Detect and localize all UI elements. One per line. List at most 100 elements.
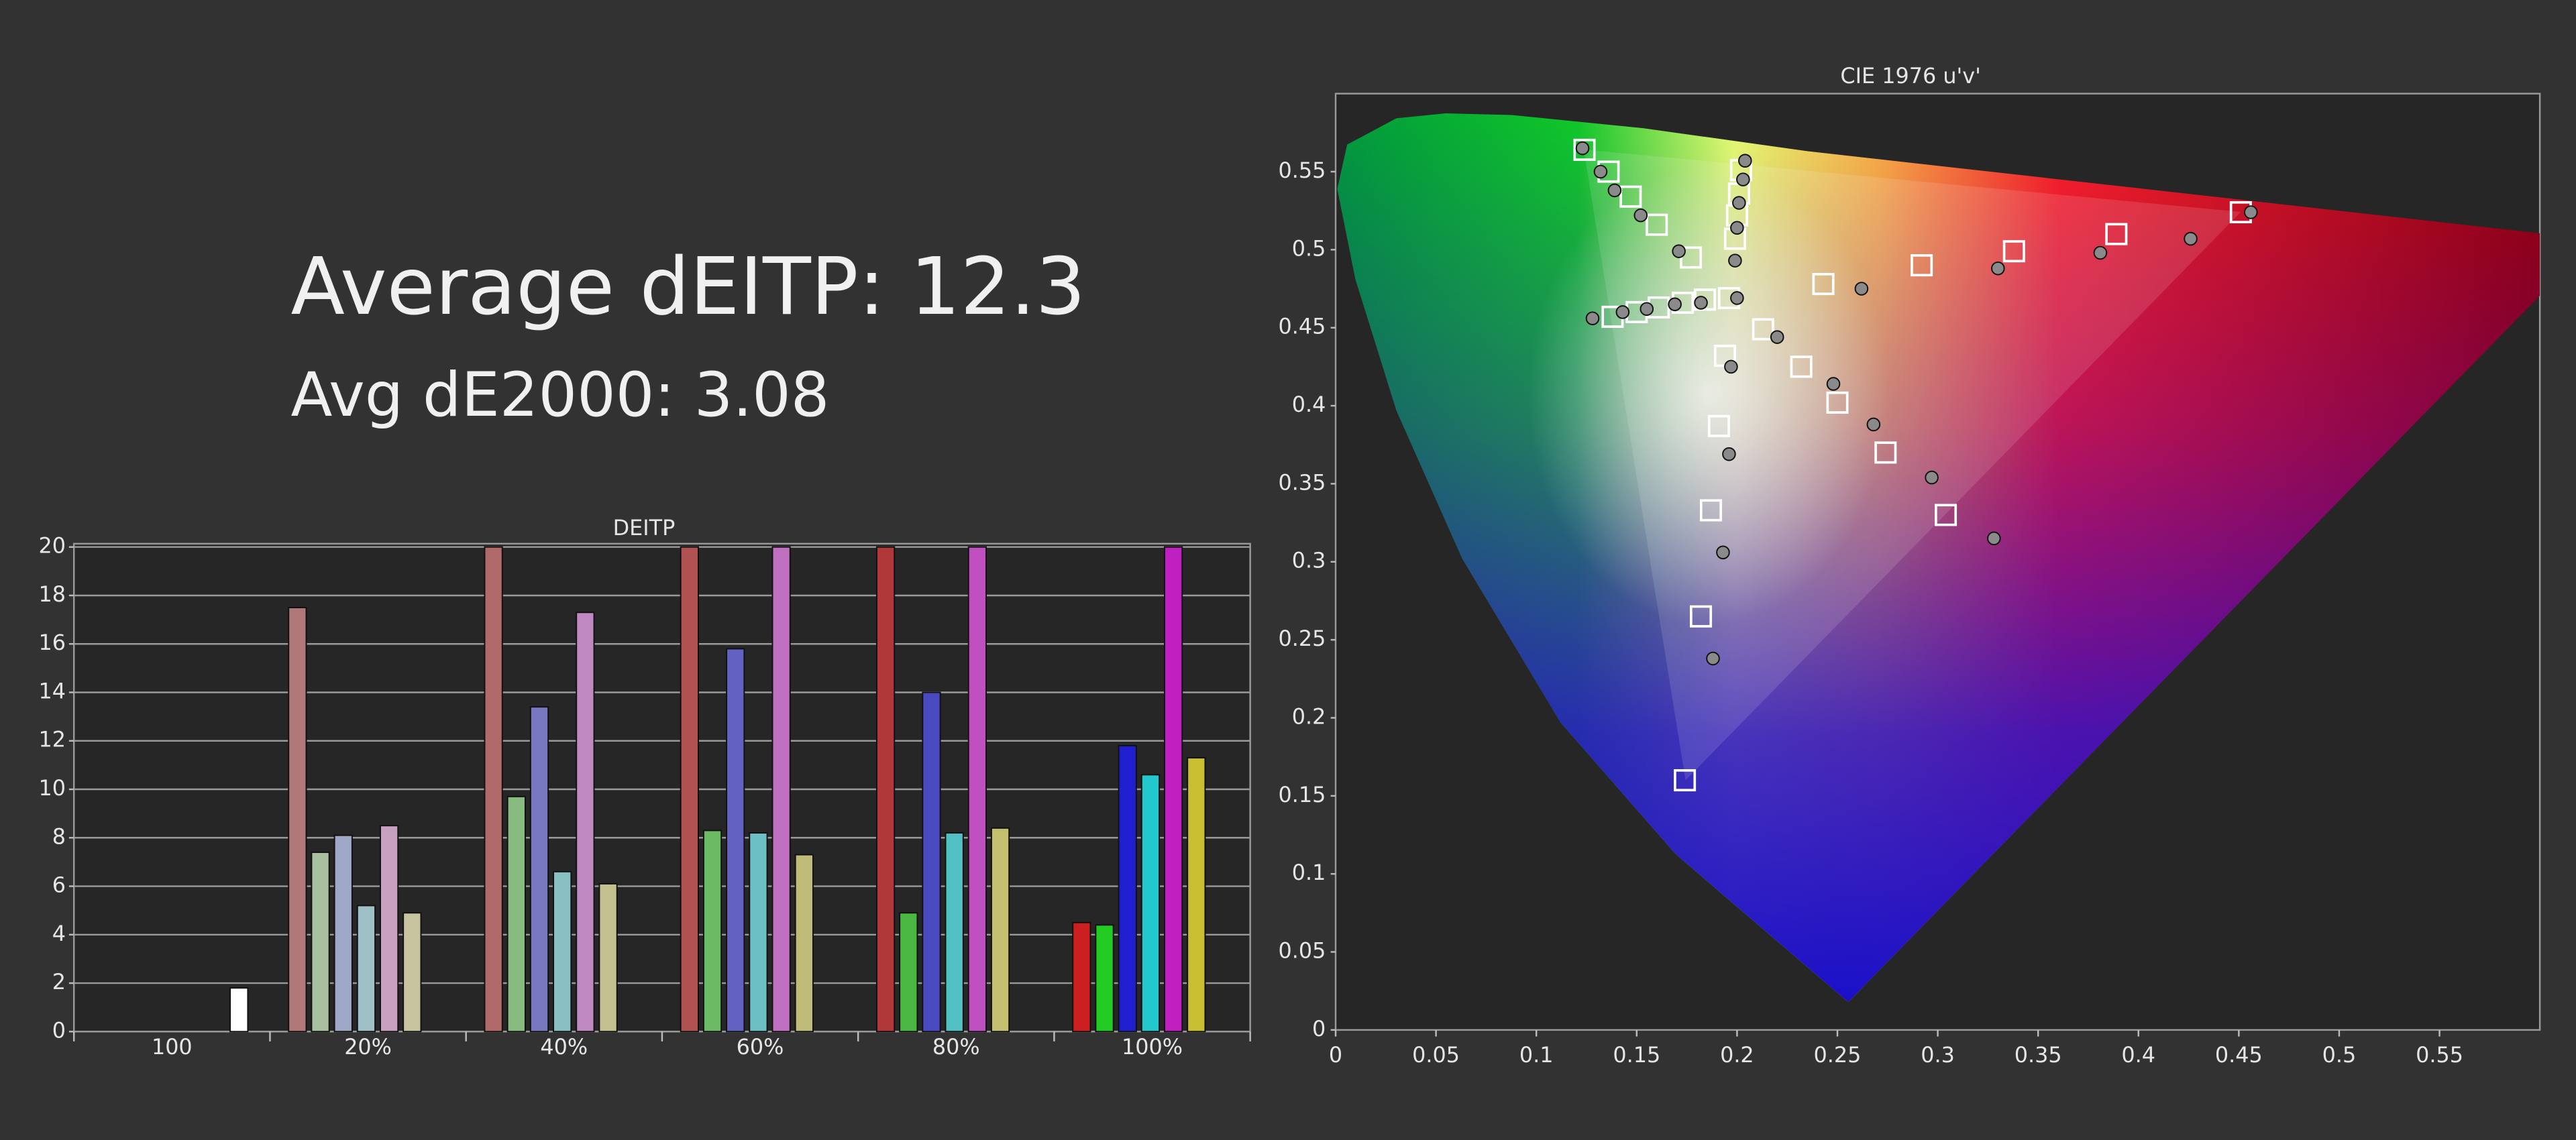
bar — [506, 795, 526, 1033]
measured-point — [1593, 164, 1608, 179]
x-tick-label: 40% — [540, 1034, 588, 1060]
target-point — [1935, 504, 1957, 526]
bar — [680, 546, 699, 1033]
measured-point — [1722, 447, 1736, 461]
measured-point — [1668, 297, 1682, 312]
bar — [356, 905, 376, 1033]
bar — [229, 987, 249, 1033]
y-tick-label: 8 — [52, 823, 66, 849]
x-tick-label: 0.15 — [1613, 1042, 1660, 1068]
y-tick-label: 0.1 — [1292, 860, 1326, 885]
x-tick-label: 0 — [1329, 1042, 1342, 1068]
x-tick-label: 0.05 — [1412, 1042, 1460, 1068]
target-point — [2002, 240, 2025, 263]
measured-point — [1607, 183, 1622, 198]
target-point — [1874, 441, 1897, 464]
measured-point — [1716, 545, 1730, 560]
bar — [967, 546, 987, 1033]
y-tick-label: 0.3 — [1292, 548, 1326, 573]
target-point — [1674, 769, 1697, 792]
measured-point — [1672, 244, 1686, 258]
y-tick-label: 0.55 — [1278, 158, 1326, 183]
y-tick-label: 0.15 — [1278, 782, 1326, 807]
y-tick-label: 12 — [38, 727, 66, 752]
y-tick-label: 0 — [52, 1017, 66, 1043]
target-point — [2105, 223, 2128, 245]
x-tick-label: 0.1 — [1519, 1042, 1554, 1068]
y-tick-label: 6 — [52, 872, 66, 898]
y-tick-label: 0.4 — [1292, 392, 1326, 417]
y-tick-label: 18 — [38, 581, 66, 607]
target-point — [1690, 605, 1713, 628]
x-tick-label: 0.25 — [1814, 1042, 1862, 1068]
bar — [1072, 921, 1091, 1033]
target-point — [1790, 355, 1813, 378]
gamut-triangle — [1583, 149, 2241, 781]
target-point — [1573, 138, 1596, 161]
measured-point — [1732, 196, 1746, 210]
y-tick-label: 0.35 — [1278, 469, 1326, 495]
measured-point — [1987, 531, 2001, 546]
y-tick-label: 0.25 — [1278, 626, 1326, 651]
y-tick-label: 20 — [38, 533, 66, 559]
y-tick-label: 0.45 — [1278, 314, 1326, 339]
bar — [576, 612, 595, 1033]
bar — [702, 830, 722, 1033]
measured-point — [1826, 377, 1841, 391]
measured-point — [1694, 296, 1708, 310]
cie-locus — [1337, 113, 2540, 1003]
measured-point — [2093, 245, 2108, 260]
y-tick-label: 16 — [38, 630, 66, 655]
measured-point — [2184, 231, 2198, 246]
measured-point — [1640, 302, 1654, 317]
measured-point — [1633, 208, 1648, 223]
y-tick-label: 0 — [1312, 1016, 1326, 1041]
measured-point — [1991, 261, 2005, 276]
x-tick-label: 0.2 — [1720, 1042, 1754, 1068]
target-point — [1619, 185, 1642, 208]
bar — [1140, 774, 1161, 1033]
bar — [922, 691, 941, 1033]
bar — [1163, 546, 1183, 1033]
x-tick-label: 0.45 — [2215, 1042, 2263, 1068]
bar — [380, 825, 399, 1033]
y-tick-label: 4 — [52, 921, 66, 946]
x-tick-label: 0.55 — [2416, 1042, 2463, 1068]
measured-point — [1770, 330, 1784, 344]
bar — [1095, 924, 1114, 1033]
bar — [899, 912, 918, 1033]
measured-point — [1585, 311, 1600, 326]
bar — [990, 827, 1010, 1033]
measured-point — [1706, 651, 1720, 666]
measured-point — [1728, 253, 1742, 268]
bar — [288, 607, 307, 1033]
bar-plot-area — [72, 543, 1251, 1033]
x-tick-label: 80% — [932, 1034, 980, 1060]
target-point — [1911, 254, 1933, 277]
bar — [794, 854, 814, 1033]
chart-title: CIE 1976 u'v' — [1840, 63, 1980, 89]
bar — [771, 546, 791, 1033]
measured-point — [1575, 141, 1590, 156]
bar — [311, 851, 330, 1033]
measured-point — [1925, 470, 1939, 485]
bar — [598, 882, 618, 1033]
y-tick-label: 0.05 — [1278, 938, 1326, 964]
measured-point — [2244, 205, 2258, 219]
bar — [726, 648, 745, 1033]
bar — [875, 546, 896, 1033]
white-point-glow — [1527, 164, 1890, 624]
bar — [749, 832, 768, 1033]
bar — [553, 870, 572, 1033]
chart-title: DEITP — [613, 515, 676, 540]
x-tick-label: 0.35 — [2015, 1042, 2062, 1068]
bar — [945, 832, 964, 1033]
measured-point — [1615, 305, 1630, 319]
measured-point — [1730, 221, 1744, 235]
measured-point — [1854, 282, 1869, 296]
x-tick-label: 60% — [737, 1034, 784, 1060]
target-point — [1646, 213, 1668, 236]
target-point — [1699, 499, 1723, 522]
x-tick-label: 0.4 — [2121, 1042, 2155, 1068]
